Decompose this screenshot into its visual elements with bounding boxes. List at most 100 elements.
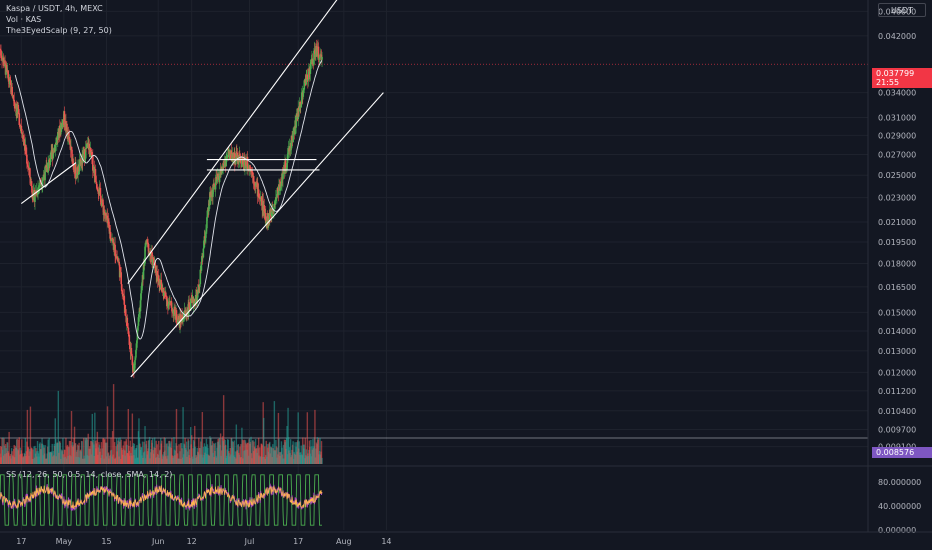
candle-body [72, 164, 75, 167]
candle-body [181, 314, 183, 320]
candle-body [38, 185, 41, 187]
candle-body [106, 215, 109, 223]
candle-body [129, 344, 131, 347]
candle-body [88, 143, 91, 149]
candle-body [292, 130, 294, 143]
candle-body [209, 191, 212, 197]
volume-bar [21, 439, 23, 464]
volume-bar [18, 437, 20, 464]
candle-body [222, 163, 225, 166]
volume-bar [81, 441, 83, 464]
volume-bar [129, 440, 132, 464]
volume-bar [102, 437, 105, 464]
oscillator-axis-label: 0.000000 [878, 526, 916, 535]
candle-body [257, 189, 260, 198]
volume-bar [175, 408, 178, 464]
candle-body [252, 176, 255, 182]
candle-body [47, 163, 49, 173]
candle-body [195, 294, 198, 296]
volume-bar [96, 431, 99, 464]
candle-body [74, 164, 77, 179]
candle-body [124, 309, 127, 317]
candle-body [199, 269, 202, 285]
price-axis-label: 0.009700 [878, 426, 916, 435]
volume-bar [76, 444, 79, 464]
volume-bar [130, 446, 133, 464]
candle-body [38, 186, 40, 188]
volume-bar [33, 446, 35, 464]
time-axis-label: 17 [16, 537, 26, 546]
volume-bar [239, 446, 241, 464]
candle-body [212, 189, 214, 197]
candle-body [265, 221, 268, 224]
candle-body [137, 317, 140, 326]
candle-body [271, 208, 273, 217]
indicator-label[interactable]: The3EyedScalp (9, 27, 50) [6, 26, 112, 35]
candle-body [239, 156, 242, 158]
candle-body [206, 217, 208, 229]
candle-body [16, 106, 19, 112]
candle-body [26, 154, 28, 164]
time-axis-label: May [56, 537, 73, 546]
candle-body [258, 197, 261, 199]
candle-body [0, 49, 2, 51]
oscillator-legend[interactable]: SS (12, 26, 50, 0.5, 14, close, SMA, 14,… [6, 470, 173, 479]
candle-body [296, 113, 298, 117]
symbol-title[interactable]: Kaspa / USDT, 4h, MEXC [6, 4, 103, 13]
volume-bar [277, 412, 280, 464]
candle-body [273, 207, 275, 211]
candle-body [36, 194, 39, 195]
candle-body [240, 157, 242, 164]
candle-body [107, 219, 110, 225]
volume-indicator-label[interactable]: Vol · KAS [6, 15, 42, 24]
candle-body [190, 299, 193, 301]
volume-bar [294, 442, 296, 464]
volume-bar [115, 438, 118, 464]
candle-body [263, 205, 266, 211]
candle-body [202, 257, 204, 258]
volume-bar [269, 441, 271, 464]
candle-body [71, 149, 73, 162]
candle-body [168, 302, 170, 305]
candle-body [94, 168, 97, 177]
candle-body [321, 56, 323, 60]
volume-bar [250, 436, 252, 464]
price-axis-label: 0.019500 [878, 238, 916, 247]
candle-body [299, 107, 302, 108]
candle-body [171, 307, 173, 312]
candle-body [305, 75, 308, 85]
volume-bar [70, 410, 73, 464]
current-price: 0.037799 [876, 69, 915, 78]
candle-body [163, 292, 166, 293]
candle-body [297, 108, 300, 110]
candle-body [41, 184, 43, 187]
volume-bar [57, 390, 60, 464]
candle-body [67, 133, 70, 140]
volume-bar [27, 447, 30, 464]
chart-legend: Kaspa / USDT, 4h, MEXC Vol · KAS The3Eye… [6, 3, 112, 36]
volume-bar [111, 431, 114, 464]
candle-body [205, 228, 208, 232]
price-axis-label: 0.025000 [878, 171, 916, 180]
volume-bar [194, 446, 196, 464]
volume-bar [69, 441, 72, 464]
volume-bar [68, 440, 71, 464]
candle-body [121, 291, 124, 294]
candle-body [282, 173, 284, 180]
currency-button[interactable]: USDT [878, 3, 926, 17]
current-price-tag: 0.037799 21:55 [872, 68, 932, 88]
candle-body [156, 270, 159, 277]
candle-body [146, 239, 149, 243]
candle-body [131, 355, 134, 366]
candle-body [66, 123, 68, 131]
candle-body [212, 183, 215, 190]
candle-body [246, 156, 249, 167]
time-axis-label: 17 [293, 537, 303, 546]
volume-bar [13, 444, 15, 464]
candle-body [14, 104, 17, 109]
candle-body [62, 119, 64, 128]
price-axis-label: 0.034000 [878, 89, 916, 98]
volume-bar [310, 439, 312, 464]
